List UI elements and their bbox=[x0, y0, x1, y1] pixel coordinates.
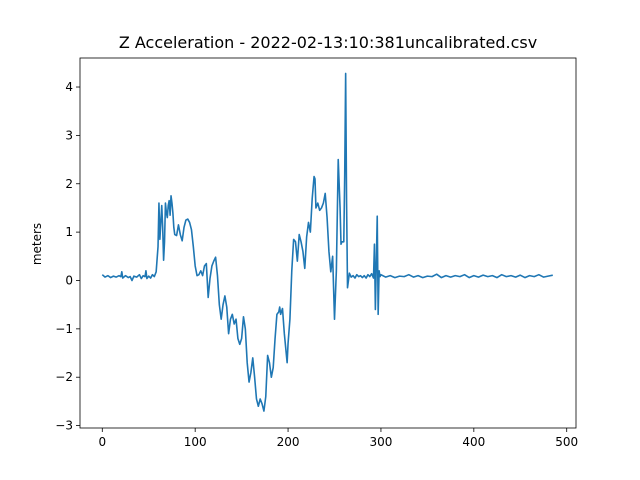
y-tick-label: 4 bbox=[65, 80, 73, 94]
y-tick-label: −2 bbox=[55, 370, 73, 384]
x-tick-label: 500 bbox=[555, 435, 578, 449]
y-tick-label: 3 bbox=[65, 128, 73, 142]
x-tick-label: 300 bbox=[369, 435, 392, 449]
x-tick-label: 0 bbox=[98, 435, 106, 449]
x-tick-label: 100 bbox=[184, 435, 207, 449]
series-line bbox=[101, 72, 553, 412]
y-tick-label: 0 bbox=[65, 273, 73, 287]
chart-title: Z Acceleration - 2022-02-13:10:381uncali… bbox=[119, 33, 537, 52]
y-tick-label: 2 bbox=[65, 177, 73, 191]
y-tick-label: 1 bbox=[65, 225, 73, 239]
x-tick-label: 400 bbox=[462, 435, 485, 449]
y-tick-label: −1 bbox=[55, 322, 73, 336]
y-axis: −3 −2 −1 0 1 2 3 4 bbox=[55, 80, 80, 433]
x-axis: 0 100 200 300 400 500 bbox=[98, 428, 578, 449]
x-tick-label: 200 bbox=[277, 435, 300, 449]
y-tick-label: −3 bbox=[55, 419, 73, 433]
y-axis-label: meters bbox=[30, 223, 44, 265]
plot-area bbox=[101, 72, 553, 412]
plot-frame bbox=[79, 57, 577, 429]
